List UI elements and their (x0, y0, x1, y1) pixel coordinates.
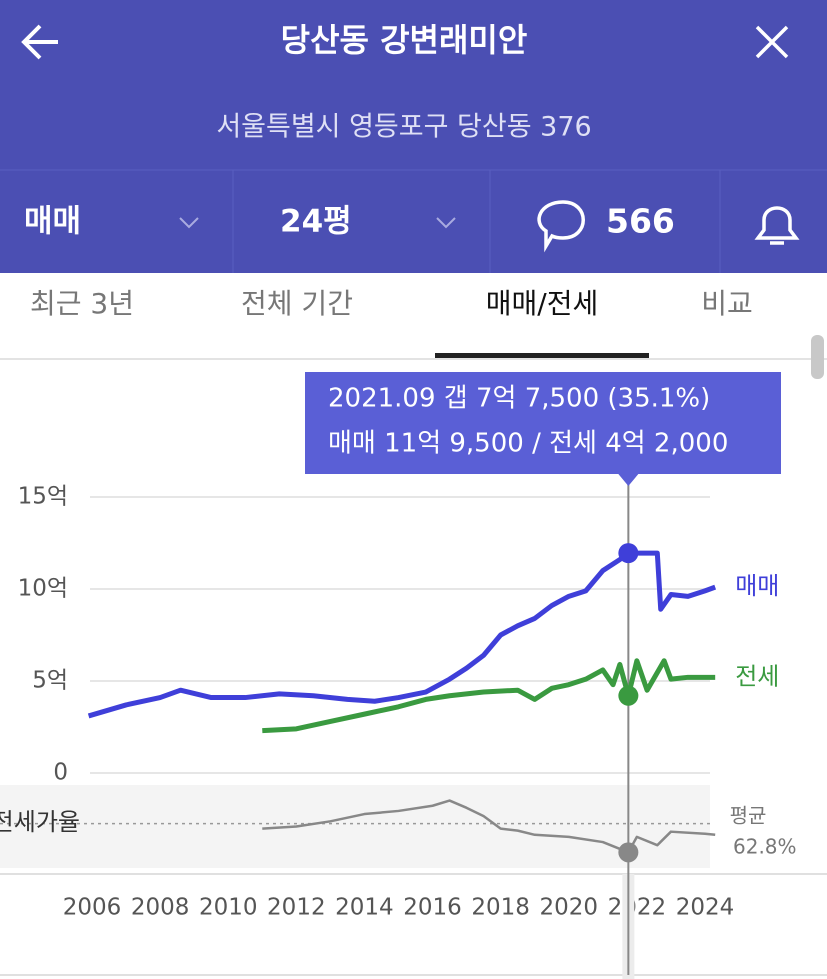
panel-label: 전세가율 (0, 808, 80, 836)
x-tick-label: 2024 (676, 895, 735, 921)
x-tick-label: 2008 (131, 895, 190, 921)
address: 서울특별시 영등포구 당산동 376 (216, 112, 591, 143)
y-tick-label: 5억 (32, 668, 68, 694)
y-tick-label: 10억 (18, 576, 68, 602)
size[interactable]: 24평 (280, 204, 352, 240)
tab[interactable]: 비교 (701, 287, 753, 320)
series-line (87, 550, 717, 719)
x-tick-label: 2022 (608, 895, 667, 921)
series-line (262, 799, 716, 854)
scrollbar[interactable] (811, 335, 824, 379)
tab[interactable]: 전체 기간 (241, 287, 353, 320)
x-tick-label: 2016 (403, 895, 462, 921)
x-tick-label: 2018 (471, 895, 530, 921)
tooltip-line: 2021.09 갭 7억 7,500 (35.1%) (328, 384, 710, 414)
deal-type[interactable]: 매매 (24, 204, 81, 240)
tooltip-line: 매매 11억 9,500 / 전세 4억 2,000 (328, 429, 728, 459)
highlight-dot (618, 842, 639, 863)
comment-count[interactable]: 566 (606, 202, 675, 241)
header-bg (0, 0, 827, 273)
highlight-dot (618, 685, 639, 706)
x-tick-label: 2012 (267, 895, 326, 921)
tab-underline (435, 353, 649, 358)
x-tick-label: 2020 (539, 895, 598, 921)
x-tick-label: 2014 (335, 895, 394, 921)
average-label: 평균 (730, 804, 767, 828)
highlight-dot (618, 543, 639, 564)
legend-label: 전세 (735, 662, 779, 690)
back-button[interactable] (21, 24, 58, 60)
bell-icon[interactable] (754, 206, 800, 245)
y-tick-label: 15억 (18, 484, 68, 510)
average-value: 62.8% (733, 835, 797, 859)
close-button[interactable] (755, 25, 789, 59)
tooltip (305, 372, 781, 474)
legend-label: 매매 (735, 572, 779, 600)
x-tick-label: 2010 (199, 895, 258, 921)
y-tick-label: 0 (53, 760, 68, 786)
tooltip-pointer (618, 474, 639, 486)
series-line (262, 658, 716, 734)
chevron (436, 217, 456, 229)
title: 당산동 강변래미안 (281, 21, 528, 59)
x-tick-label: 2006 (63, 895, 122, 921)
chevron (179, 217, 199, 229)
tab[interactable]: 최근 3년 (30, 287, 134, 320)
tab[interactable]: 매매/전세 (486, 287, 598, 320)
ratio-panel-bg (0, 785, 710, 868)
comment-icon[interactable] (537, 200, 585, 253)
